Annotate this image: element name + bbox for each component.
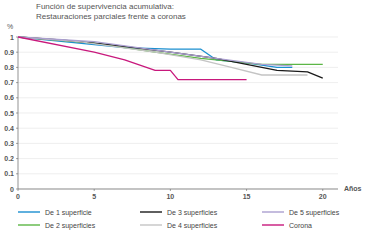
grid-line bbox=[18, 128, 338, 129]
legend-label: De 1 superficie bbox=[45, 209, 92, 217]
grid-line bbox=[18, 97, 338, 98]
y-tick-label: 1 bbox=[10, 34, 14, 41]
y-tick-label: 0.1 bbox=[4, 170, 14, 177]
legend-swatch bbox=[262, 224, 284, 225]
chart-svg: Función de supervivencia acumulativa:Res… bbox=[0, 0, 380, 236]
series-line bbox=[18, 37, 323, 64]
legend-label: De 2 superficies bbox=[45, 222, 96, 230]
legend-label: Corona bbox=[289, 222, 312, 229]
y-axis-label: % bbox=[7, 23, 13, 30]
y-tick-label: 0.5 bbox=[4, 110, 14, 117]
grid-line bbox=[18, 37, 338, 38]
legend-label: De 5 superficies bbox=[289, 209, 340, 217]
series-line bbox=[18, 37, 323, 78]
series-line bbox=[18, 37, 308, 75]
legend-swatch bbox=[18, 211, 40, 212]
legend-swatch bbox=[18, 224, 40, 225]
title: Función de supervivencia acumulativa: bbox=[36, 2, 174, 11]
grid-line bbox=[18, 173, 338, 174]
grid-line bbox=[18, 113, 338, 114]
y-tick-label: 0 bbox=[10, 186, 14, 193]
x-tick-label: 5 bbox=[92, 193, 96, 200]
x-tick-label: 15 bbox=[243, 193, 251, 200]
y-tick-label: 0.3 bbox=[4, 140, 14, 147]
y-axis bbox=[18, 37, 19, 189]
y-tick-label: 0.4 bbox=[4, 125, 14, 132]
legend-swatch bbox=[140, 224, 162, 225]
y-tick-label: 0.2 bbox=[4, 155, 14, 162]
grid-line bbox=[18, 52, 338, 53]
x-axis-label: Años bbox=[344, 185, 362, 192]
y-tick-label: 0.6 bbox=[4, 94, 14, 101]
x-tick-label: 0 bbox=[16, 193, 20, 200]
grid-line bbox=[18, 143, 338, 144]
grid-line bbox=[18, 189, 338, 190]
legend-label: De 4 superficies bbox=[167, 222, 218, 230]
series-line bbox=[18, 37, 292, 66]
legend-label: De 3 superficies bbox=[167, 209, 218, 217]
x-axis bbox=[18, 189, 338, 190]
y-tick-label: 0.8 bbox=[4, 64, 14, 71]
grid-line bbox=[18, 82, 338, 83]
series-line bbox=[18, 37, 247, 80]
chart-container: Función de supervivencia acumulativa:Res… bbox=[0, 0, 380, 236]
y-tick-label: 0.9 bbox=[4, 49, 14, 56]
title: Restauraciones parciales frente a corona… bbox=[36, 12, 186, 21]
legend-swatch bbox=[262, 211, 284, 212]
y-tick-label: 0.7 bbox=[4, 79, 14, 86]
legend-swatch bbox=[140, 211, 162, 212]
plot-area bbox=[18, 37, 323, 80]
x-tick-label: 10 bbox=[166, 193, 174, 200]
x-tick-label: 20 bbox=[319, 193, 327, 200]
grid-line bbox=[18, 158, 338, 159]
